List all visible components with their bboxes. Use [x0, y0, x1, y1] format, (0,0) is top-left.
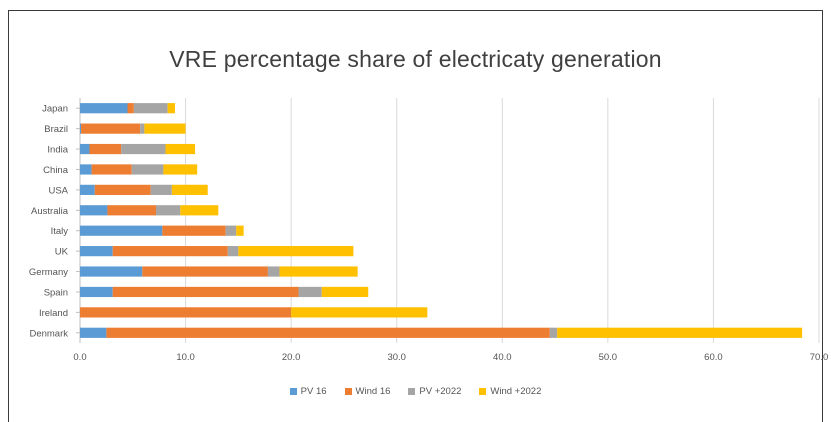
x-tick-label: 10.0	[176, 352, 195, 363]
legend-item: PV 16	[289, 386, 327, 397]
bar-segment	[80, 184, 95, 195]
legend-item: Wind 16	[344, 386, 391, 397]
bar-segment	[121, 143, 166, 155]
bar-segment	[142, 266, 268, 277]
y-tick-label: Ireland	[39, 308, 68, 319]
legend-swatch	[289, 388, 297, 395]
y-tick-label: Brazil	[44, 124, 68, 135]
bar-segment	[81, 123, 141, 134]
y-tick-label: China	[43, 165, 69, 176]
y-tick-label: Spain	[44, 287, 68, 298]
y-tick-label: Australia	[31, 206, 69, 217]
y-tick-label: Germany	[29, 267, 68, 278]
bar-segment	[150, 184, 172, 195]
legend-label: Wind 16	[355, 386, 391, 397]
chart-title: VRE percentage share of electricaty gene…	[169, 46, 662, 72]
y-tick-label: India	[47, 145, 68, 156]
x-tick-label: 70.0	[810, 352, 829, 363]
y-tick-label: Italy	[51, 226, 69, 237]
bar-segment	[80, 266, 143, 277]
bar-segment	[557, 327, 803, 338]
bar-segment	[227, 246, 239, 257]
legend-label: PV 16	[300, 386, 327, 397]
bar-segment	[80, 327, 107, 338]
bar-segment	[80, 103, 128, 114]
bar-segment	[80, 307, 292, 318]
bar-segment	[163, 164, 198, 175]
bar-segment	[321, 286, 369, 298]
legend-swatch	[344, 388, 352, 395]
legend-item: Wind +2022	[479, 386, 541, 397]
legend-label: PV +2022	[419, 386, 462, 397]
bar-segment	[80, 164, 92, 175]
bar-segment	[144, 123, 186, 134]
chart-legend: PV 16 Wind 16 PV +2022 Wind +2022	[0, 386, 831, 397]
bar-segment	[80, 205, 108, 216]
bar-segment	[89, 143, 122, 155]
y-tick-label: Denmark	[29, 328, 68, 339]
y-tick-label: UK	[55, 247, 69, 258]
bar-segment	[80, 246, 113, 257]
bar-segment	[140, 123, 145, 134]
bar-segment	[80, 225, 163, 236]
bar-segment	[80, 123, 82, 134]
bar-segment	[165, 143, 196, 155]
chart-frame	[8, 10, 823, 422]
bar-segment	[162, 225, 226, 236]
x-tick-label: 30.0	[387, 352, 406, 363]
x-tick-label: 0.0	[73, 352, 86, 363]
x-tick-label: 20.0	[282, 352, 301, 363]
bar-segment	[167, 103, 176, 114]
bar-segment	[131, 164, 164, 175]
x-tick-label: 40.0	[493, 352, 512, 363]
bar-segment	[267, 266, 280, 277]
bar-segment	[549, 327, 558, 338]
bar-segment	[180, 205, 219, 216]
bar-segment	[80, 286, 113, 298]
bar-segment	[112, 286, 299, 298]
legend-label: Wind +2022	[490, 386, 542, 397]
bar-segment	[133, 103, 168, 114]
bar-segment	[279, 266, 358, 277]
legend-swatch	[479, 388, 487, 395]
bar-segment	[80, 143, 90, 155]
bar-segment	[238, 246, 354, 257]
y-tick-label: Japan	[42, 104, 68, 115]
bar-segment	[106, 327, 550, 338]
bar-segment	[156, 205, 181, 216]
bar-segment	[291, 307, 428, 318]
bar-segment	[112, 246, 228, 257]
bar-segment	[171, 184, 208, 195]
y-tick-label: USA	[48, 185, 68, 196]
bar-segment	[236, 225, 244, 236]
x-tick-label: 60.0	[704, 352, 723, 363]
bar-segment	[298, 286, 322, 298]
bar-segment	[127, 103, 134, 114]
legend-swatch	[408, 388, 416, 395]
bar-segment	[107, 205, 157, 216]
bar-segment	[91, 164, 132, 175]
x-tick-label: 50.0	[599, 352, 618, 363]
bar-segment	[94, 184, 151, 195]
legend-item: PV +2022	[408, 386, 461, 397]
bar-segment	[225, 225, 237, 236]
